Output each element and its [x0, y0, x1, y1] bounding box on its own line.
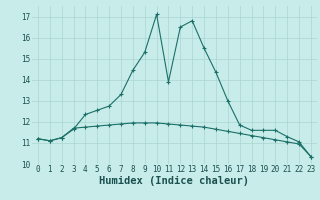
X-axis label: Humidex (Indice chaleur): Humidex (Indice chaleur)	[100, 176, 249, 186]
